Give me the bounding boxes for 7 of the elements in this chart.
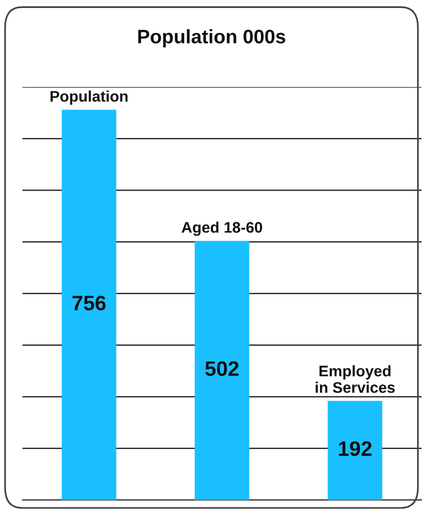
x-tick-label: Employed in Services [316,365,395,393]
x-tick-label: Aged 18-60 [182,222,262,236]
data-label: 502 [205,361,239,376]
data-label: 192 [338,441,372,456]
data-label: 756 [72,296,106,310]
x-tick-label: Population [50,90,128,105]
chart-title: Population 000s [138,29,286,48]
